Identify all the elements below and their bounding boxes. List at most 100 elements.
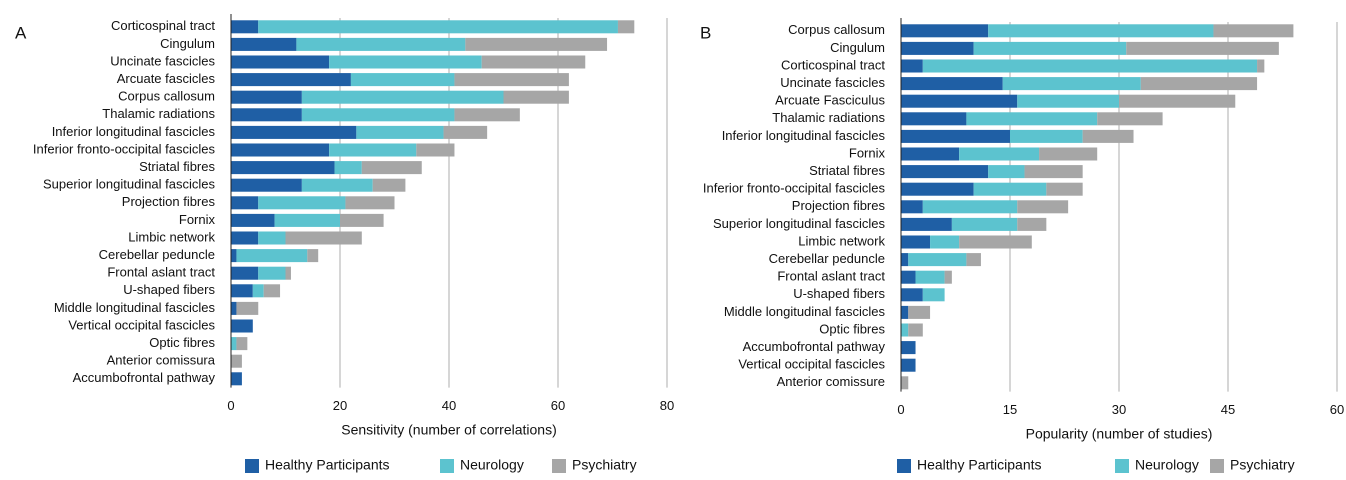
y-tick-label: Middle longitudinal fascicles xyxy=(724,304,886,319)
y-tick-label: Vertical occipital fascicles xyxy=(68,317,215,332)
y-tick-label: Anterior comissure xyxy=(777,374,885,389)
bar-segment xyxy=(231,196,259,210)
bar-segment xyxy=(1097,112,1163,126)
bar-segment xyxy=(329,143,417,157)
y-tick-label: Limbic network xyxy=(128,229,215,244)
bar-segment xyxy=(301,108,455,122)
bar-segment xyxy=(951,217,1018,231)
y-tick-label: Vertical occipital fascicles xyxy=(738,357,885,372)
bar-segment xyxy=(973,41,1127,55)
y-tick-label: Optic fibres xyxy=(819,321,885,336)
bar-segment xyxy=(901,270,916,284)
bar-segment xyxy=(231,73,351,87)
legend-swatch xyxy=(440,459,454,473)
bar-segment xyxy=(345,196,395,210)
x-axis-label: Sensitivity (number of correlations) xyxy=(341,421,557,437)
y-tick-label: Projection fibres xyxy=(122,194,216,209)
legend-swatch xyxy=(552,459,566,473)
bar-segment xyxy=(263,284,281,298)
x-tick-label: 45 xyxy=(1221,402,1235,417)
bar-segment xyxy=(915,270,945,284)
bar-segment xyxy=(901,217,952,231)
legend-label: Neurology xyxy=(460,457,524,473)
y-tick-label: U-shaped fibers xyxy=(123,282,215,297)
y-tick-label: Accumbofrontal pathway xyxy=(73,370,216,385)
bar-segment xyxy=(922,288,945,302)
bar-segment xyxy=(416,143,455,157)
bar-segment xyxy=(454,108,520,122)
bar-segment xyxy=(350,73,455,87)
bar-segment xyxy=(908,253,967,267)
legend-label: Healthy Participants xyxy=(265,457,390,473)
bar-segment xyxy=(1046,182,1083,196)
bar-segment xyxy=(301,178,373,192)
bar-segment xyxy=(1017,94,1119,108)
bar-segment xyxy=(231,337,237,351)
bar-segment xyxy=(231,143,330,157)
y-tick-label: Inferior longitudinal fascicles xyxy=(722,128,886,143)
bar-segment xyxy=(231,161,335,175)
bar-segment xyxy=(231,231,259,245)
bar-segment xyxy=(973,182,1047,196)
bar-segment xyxy=(231,178,302,192)
bar-segment xyxy=(1213,24,1294,38)
bar-segment xyxy=(454,73,569,87)
bar-segment xyxy=(258,196,346,210)
bar-segment xyxy=(901,147,960,161)
bar-segment xyxy=(1082,129,1134,143)
bar-segment xyxy=(901,94,1018,108)
y-tick-label: Corpus callosum xyxy=(788,22,885,37)
bar-segment xyxy=(922,59,1258,73)
y-tick-label: Middle longitudinal fascicles xyxy=(54,300,216,315)
y-tick-label: Uncinate fascicles xyxy=(780,75,885,90)
bar-segment xyxy=(231,108,302,122)
y-tick-label: Striatal fibres xyxy=(139,159,215,174)
legend-swatch xyxy=(245,459,259,473)
x-tick-label: 30 xyxy=(1112,402,1126,417)
y-tick-label: Inferior fronto-occipital fascicles xyxy=(33,141,216,156)
bar-segment xyxy=(944,270,952,284)
y-tick-label: Superior longitudinal fascicles xyxy=(713,216,885,231)
legend-swatch xyxy=(1210,459,1224,473)
legend-label: Healthy Participants xyxy=(917,457,1042,473)
bar-segment xyxy=(443,125,488,139)
y-tick-label: Corpus callosum xyxy=(118,89,215,104)
y-tick-label: Anterior comissura xyxy=(107,353,216,368)
bar-segment xyxy=(1140,77,1258,91)
bar-segment xyxy=(959,147,1040,161)
y-tick-label: Arcuate Fasciculus xyxy=(775,93,885,108)
bar-segment xyxy=(1017,200,1069,214)
bar-segment xyxy=(231,249,237,263)
bar-segment xyxy=(285,231,362,245)
bar-segment xyxy=(901,305,909,319)
bar-segment xyxy=(236,337,248,351)
panel-label: A xyxy=(15,23,27,42)
bar-segment xyxy=(301,90,504,104)
y-tick-label: Superior longitudinal fascicles xyxy=(43,177,215,192)
bar-segment xyxy=(908,305,931,319)
y-tick-label: Projection fibres xyxy=(792,198,886,213)
y-tick-label: Cingulum xyxy=(160,36,215,51)
bar-segment xyxy=(901,376,909,390)
bar-segment xyxy=(1010,129,1083,143)
bar-segment xyxy=(922,200,1018,214)
bar-segment xyxy=(334,161,362,175)
bar-segment xyxy=(617,20,635,34)
bar-segment xyxy=(231,319,253,333)
bar-segment xyxy=(231,266,259,280)
bar-segment xyxy=(465,37,608,51)
bar-segment xyxy=(252,284,264,298)
panel-label: B xyxy=(700,23,711,42)
bar-segment xyxy=(296,37,466,51)
y-tick-label: U-shaped fibers xyxy=(793,286,885,301)
x-tick-label: 60 xyxy=(551,398,565,413)
x-tick-label: 80 xyxy=(660,398,674,413)
bar-segment xyxy=(901,358,916,372)
y-tick-label: Corticospinal tract xyxy=(111,18,215,33)
bar-segment xyxy=(901,112,967,126)
bar-segment xyxy=(901,24,989,38)
bar-segment xyxy=(258,20,618,34)
y-tick-label: Thalamic radiations xyxy=(102,106,215,121)
bar-segment xyxy=(231,37,297,51)
legend-label: Psychiatry xyxy=(1230,457,1295,473)
